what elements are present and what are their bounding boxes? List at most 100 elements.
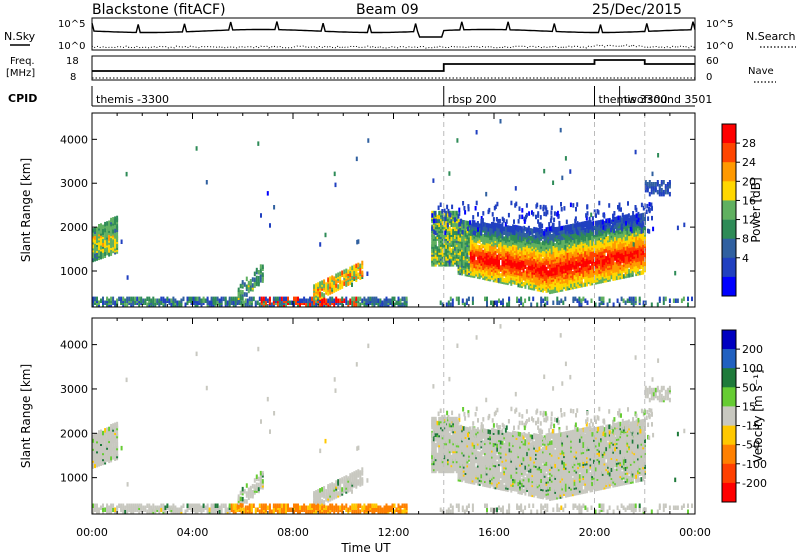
heatmap-cell — [339, 272, 341, 277]
heatmap-cell — [467, 227, 469, 232]
heatmap-cell — [537, 281, 539, 286]
heatmap-cell — [404, 297, 406, 302]
heatmap-cell — [544, 253, 546, 257]
heatmap-cell — [110, 504, 112, 509]
heatmap-cell — [468, 257, 470, 262]
heatmap-cell — [231, 301, 233, 306]
heatmap-cell — [651, 182, 653, 187]
heatmap-cell — [242, 296, 244, 301]
heatmap-cell — [556, 212, 558, 217]
heatmap-cell — [339, 285, 341, 290]
cpid-label: CPID — [8, 92, 37, 105]
heatmap-cell — [311, 303, 313, 308]
heatmap-cell — [347, 270, 349, 275]
heatmap-cell — [639, 229, 641, 234]
heatmap-cell — [531, 252, 533, 257]
heatmap-cell — [327, 277, 329, 282]
heatmap-cell — [567, 243, 569, 248]
heatmap-cell — [545, 205, 547, 210]
heatmap-cell — [345, 269, 347, 274]
heatmap-cell — [126, 297, 128, 302]
heatmap-cell — [432, 178, 434, 183]
heatmap-cell — [657, 190, 659, 195]
nave-right-hi: 60 — [706, 56, 719, 67]
heatmap-cell — [341, 271, 343, 276]
heatmap-cell — [524, 219, 526, 224]
heatmap-cell — [554, 249, 556, 254]
heatmap-cell — [120, 297, 122, 302]
heatmap-cell — [578, 301, 580, 306]
heatmap-cell — [579, 238, 581, 243]
heatmap-cell — [648, 229, 650, 234]
heatmap-cell — [510, 201, 512, 206]
heatmap-cell — [221, 504, 223, 509]
heatmap-cell — [217, 504, 219, 509]
heatmap-cell — [561, 244, 563, 249]
heatmap-cell — [519, 206, 521, 211]
heatmap-cell — [281, 301, 283, 306]
heatmap-cell — [185, 510, 187, 515]
heatmap-cell — [176, 301, 178, 306]
heatmap-cell — [472, 240, 474, 245]
heatmap-cell — [295, 297, 297, 302]
heatmap-cell — [472, 220, 474, 225]
heatmap-cell — [355, 264, 357, 269]
heatmap-cell — [251, 297, 253, 302]
heatmap-cell — [357, 297, 359, 302]
heatmap-cell — [661, 192, 663, 197]
heatmap-cell — [597, 230, 599, 235]
nave-right-lo: 0 — [706, 72, 712, 83]
heatmap-cell — [116, 422, 118, 427]
heatmap-cell — [369, 297, 371, 302]
heatmap-cell — [632, 211, 634, 216]
heatmap-cell — [630, 235, 632, 240]
heatmap-cell — [641, 229, 643, 234]
heatmap-cell — [582, 237, 584, 242]
heatmap-cell — [213, 297, 215, 302]
heatmap-cell — [523, 282, 525, 287]
heatmap-cell — [307, 303, 309, 308]
heatmap-cell — [114, 301, 116, 306]
heatmap-cell — [524, 265, 526, 270]
heatmap-cell — [621, 253, 623, 257]
heatmap-cell — [260, 268, 262, 273]
heatmap-cell — [140, 504, 142, 509]
heatmap-cell — [201, 506, 203, 511]
heatmap-cell — [465, 246, 467, 251]
heatmap-cell — [235, 508, 237, 513]
colorbar-swatch — [722, 239, 736, 258]
heatmap-cell — [561, 226, 563, 231]
heatmap-cell — [633, 232, 635, 237]
heatmap-cell — [554, 279, 556, 284]
heatmap-cell — [112, 297, 114, 302]
heatmap-cell — [495, 272, 497, 277]
heatmap-cell — [377, 299, 379, 304]
heatmap-cell — [540, 215, 542, 220]
noise-panel — [92, 18, 695, 50]
heatmap-cell — [112, 217, 114, 222]
heatmap-cell — [663, 297, 665, 302]
heatmap-cell — [554, 237, 556, 242]
heatmap-cell — [108, 221, 110, 226]
heatmap-cell — [134, 504, 136, 509]
heatmap-cell — [245, 510, 247, 515]
heatmap-cell — [102, 225, 104, 230]
heatmap-cell — [315, 283, 317, 288]
heatmap-cell — [622, 213, 624, 218]
heatmap-cell — [120, 504, 122, 509]
heatmap-cell — [174, 299, 176, 304]
heatmap-cell — [501, 229, 503, 234]
heatmap-cell — [112, 445, 114, 450]
heatmap-cell — [627, 299, 629, 304]
heatmap-cell — [126, 504, 128, 509]
heatmap-cell — [434, 211, 436, 216]
heatmap-cell — [213, 504, 215, 509]
heatmap-cell — [345, 301, 347, 306]
heatmap-cell — [514, 225, 516, 230]
heatmap-cell — [244, 282, 246, 287]
heatmap-cell — [305, 303, 307, 308]
heatmap-cell — [156, 506, 158, 511]
heatmap-cell — [447, 209, 449, 214]
heatmap-cell — [347, 301, 349, 306]
